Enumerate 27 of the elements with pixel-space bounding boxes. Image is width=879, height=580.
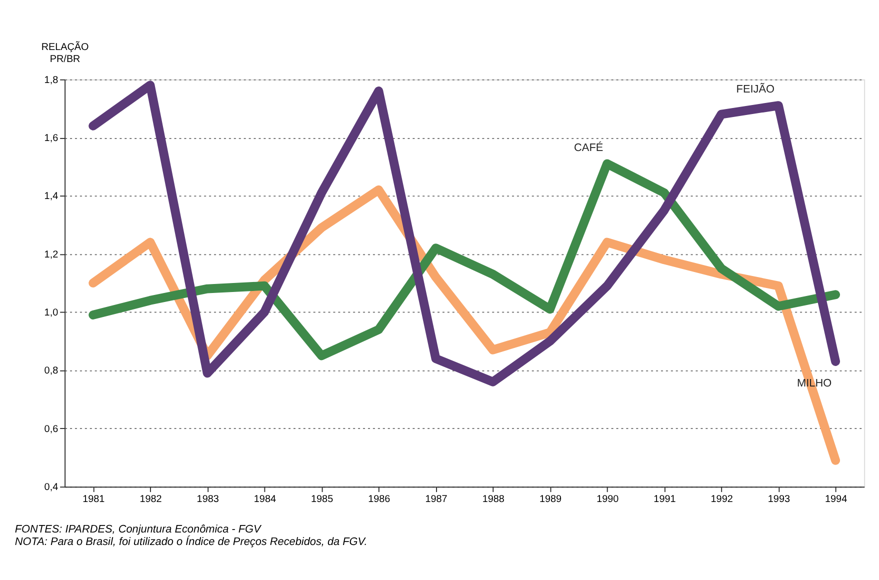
x-tick-label: 1986 [368,494,391,505]
x-tick-label: 1994 [825,494,848,505]
y-tick-label: 0,8 [44,366,59,377]
text: FONTES: IPARDES, Conjuntura Econômica - FGV [14,523,262,536]
y-tick-label: 0,4 [44,482,59,494]
x-tick-label: 1988 [482,494,505,505]
y-tick-label: 1,0 [44,308,59,319]
y-tick-label: 1,2 [44,249,59,260]
annotation: FEIJÃO [736,82,774,96]
y-tick-label: 1,8 [44,74,59,86]
x-tick-label: 1987 [425,494,448,505]
y-axis-title: RELAÇÃO PR/BR [41,41,90,65]
y-tick-label: 0,6 [44,424,59,435]
x-tick-label: 1989 [539,494,562,505]
x-tick-label: 1993 [768,494,790,505]
x-tick-label: 1990 [596,494,620,505]
text: NOTA: Para o Brasil, foi utilizado o Índice de Preços Recebidos, da FGV. [14,535,368,548]
x-tick-label: 1992 [710,494,734,505]
x-tick-label: 1982 [140,494,162,505]
x-tick-label: 1983 [196,494,220,505]
y-tick-label: 1,6 [44,133,59,144]
y-tick-label: 1,4 [44,191,59,202]
x-tick-label: 1991 [654,494,676,505]
x-tick-label: 1985 [311,494,334,505]
x-tick-label: 1981 [82,494,106,505]
x-tick-label: 1984 [254,494,276,505]
annotation: CAFÉ [574,140,604,154]
